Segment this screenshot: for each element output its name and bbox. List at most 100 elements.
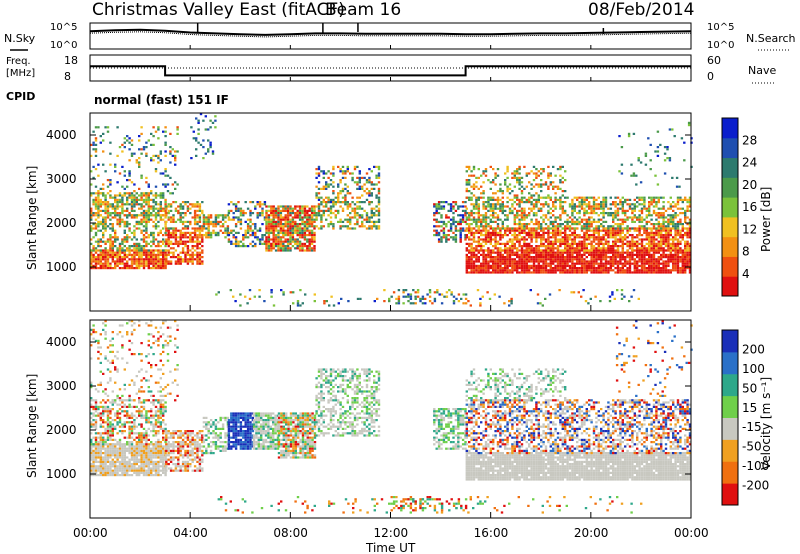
data-cell (258, 240, 262, 243)
data-cell (585, 267, 588, 270)
data-cell (286, 225, 290, 228)
data-cell (628, 227, 632, 230)
data-cell (516, 271, 519, 274)
data-cell (585, 203, 588, 206)
data-cell (482, 267, 485, 270)
data-cell (147, 267, 150, 270)
data-cell (128, 227, 131, 230)
data-cell (361, 225, 364, 228)
data-cell (99, 201, 102, 204)
data-cell (559, 223, 562, 226)
data-cell (150, 234, 153, 237)
data-cell (588, 264, 591, 267)
data-cell (92, 256, 95, 259)
data-cell (624, 220, 627, 223)
data-cell (511, 271, 514, 274)
data-cell (556, 249, 560, 252)
data-cell (370, 214, 373, 217)
data-cell (209, 119, 212, 122)
data-cell (643, 238, 646, 241)
data-cell (92, 249, 95, 252)
data-cell (317, 209, 321, 212)
data-cell (337, 212, 340, 215)
data-cell (614, 201, 617, 204)
data-cell (482, 262, 485, 265)
data-cell (277, 234, 280, 237)
data-cell (94, 196, 98, 199)
data-cell (477, 203, 480, 206)
data-cell (128, 196, 131, 199)
data-cell (564, 245, 567, 248)
data-cell (638, 238, 641, 241)
data-cell (165, 253, 168, 256)
data-cell (109, 223, 112, 226)
data-cell (684, 269, 687, 272)
data-cell (104, 247, 107, 250)
data-cell (636, 267, 639, 270)
data-cell (688, 198, 692, 201)
data-cell (310, 231, 314, 234)
data-cell (564, 201, 567, 204)
data-cell (164, 185, 167, 188)
data-cell (179, 262, 182, 265)
data-cell (549, 212, 552, 215)
data-cell (97, 229, 100, 232)
data-cell (482, 170, 485, 173)
data-cell (358, 205, 361, 208)
data-cell (301, 227, 304, 230)
data-cell (568, 253, 572, 256)
data-cell (294, 216, 297, 219)
data-cell (535, 245, 538, 248)
data-cell (684, 264, 687, 267)
data-cell (114, 240, 117, 243)
data-cell (306, 205, 309, 208)
data-cell (508, 262, 512, 265)
data-cell (602, 227, 605, 230)
data-cell (489, 218, 492, 221)
data-cell (674, 227, 677, 230)
data-cell (655, 271, 658, 274)
data-cell (317, 212, 321, 215)
data-cell (193, 245, 197, 248)
data-cell (648, 207, 651, 210)
data-cell (140, 148, 143, 151)
data-cell (564, 256, 567, 259)
data-cell (504, 229, 507, 232)
data-cell (472, 212, 476, 215)
data-cell (477, 267, 480, 270)
data-cell (279, 205, 283, 208)
data-cell (525, 253, 528, 256)
data-cell (540, 216, 543, 219)
data-cell (501, 201, 504, 204)
data-cell (249, 220, 252, 223)
data-cell (604, 269, 608, 272)
data-cell (126, 223, 129, 226)
data-cell (447, 238, 450, 241)
data-cell (487, 223, 490, 226)
data-cell (549, 247, 552, 250)
data-cell (684, 258, 687, 261)
data-cell (267, 236, 271, 239)
data-cell (604, 205, 608, 208)
data-cell (468, 183, 471, 186)
data-cell (604, 242, 608, 245)
data-cell (600, 205, 603, 208)
data-cell (128, 253, 131, 256)
data-cell (664, 271, 668, 274)
data-cell (133, 242, 136, 245)
data-cell (549, 216, 552, 219)
data-cell (123, 229, 126, 232)
data-cell (157, 264, 160, 267)
data-cell (487, 236, 490, 239)
data-cell (681, 267, 684, 270)
data-cell (489, 203, 492, 206)
data-cell (322, 172, 325, 175)
data-cell (609, 251, 612, 254)
data-cell (621, 242, 624, 245)
data-cell (686, 240, 689, 243)
data-cell (516, 251, 519, 254)
data-cell (633, 242, 636, 245)
data-cell (239, 220, 243, 223)
data-cell (296, 205, 299, 208)
